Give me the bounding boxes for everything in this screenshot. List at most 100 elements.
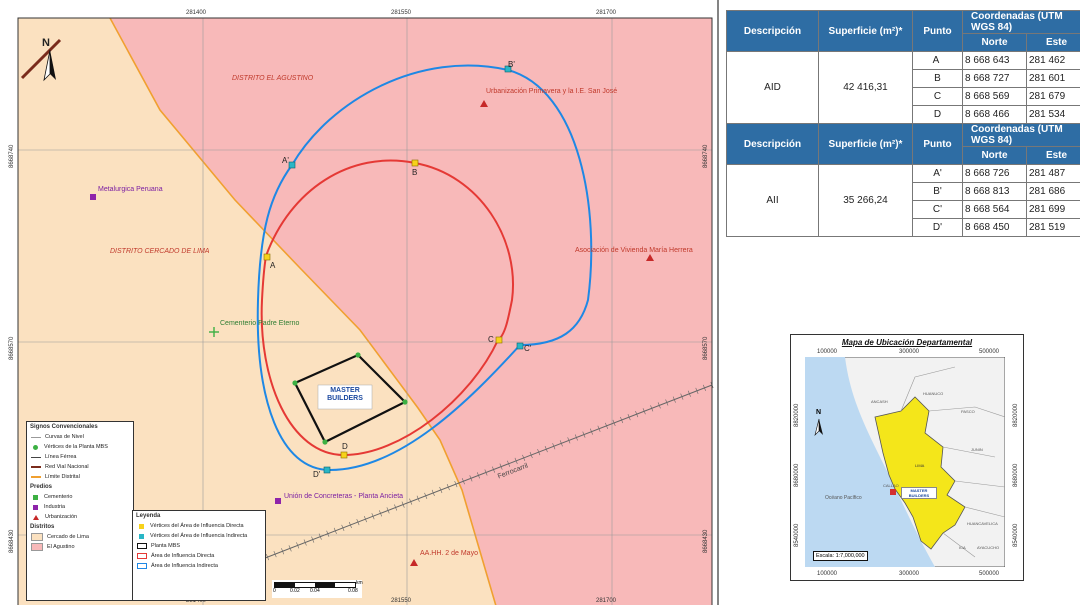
x-tick-1-bottom: 281400 (186, 598, 207, 604)
railway-tie (582, 431, 586, 438)
district-limit-line (109, 17, 497, 605)
district-limit-icon (31, 476, 41, 478)
aii-area: 35 266,24 (818, 164, 913, 237)
loc-region-huanuco: HUANUCO (923, 391, 944, 396)
predios-title: Predios (30, 484, 53, 490)
aid-header-este: Este (1025, 33, 1080, 52)
leyenda-item-3: Área de Influencia Directa (133, 551, 265, 561)
aii-header-descripcion: Descripción (726, 123, 819, 165)
location-map-canvas (805, 357, 1005, 567)
signos-item-3: Red Vial Nacional (27, 462, 133, 472)
table-row: C 8 668 569 281 679 (727, 87, 1080, 106)
aii-header-superficie: Superficie (m²)* (818, 123, 913, 165)
railway-tie (514, 457, 518, 464)
coordinates-tables: Descripción Superficie (m²)* Punto Coord… (726, 10, 1080, 237)
aii-punto-2: C' (912, 200, 963, 219)
point-label-c-prime: C' (524, 344, 532, 353)
el-agustino-area (110, 18, 712, 605)
loc-region-ancash: ANCASH (871, 399, 888, 404)
railway-tie (281, 548, 285, 555)
north-arrow-icon (43, 49, 56, 82)
loc-region-ica: ICA (959, 545, 966, 550)
aii-swatch (137, 563, 147, 569)
region-borders (900, 366, 1005, 558)
loc-north-label: N (816, 409, 822, 416)
location-map-title: Mapa de Ubicación Departamental (841, 338, 973, 347)
railway-tie (476, 472, 480, 479)
signos-title: Signos Convencionales (30, 424, 98, 430)
aii-punto-3: D' (912, 218, 963, 237)
railway-tie (318, 533, 322, 540)
railway-tie (296, 542, 300, 549)
railway-tie (567, 437, 571, 444)
aii-header-punto: Punto (912, 123, 963, 165)
y-tick-3: 8668430 (9, 529, 15, 553)
railway-tie (620, 416, 624, 424)
point-label-d: D (342, 442, 348, 451)
scale-unit: km (356, 580, 363, 586)
railway-tie (356, 518, 360, 526)
loc-region-huancavelica: HUANCAVELICA (967, 521, 998, 526)
y-tick-1-right: 8668740 (703, 144, 709, 168)
aid-header-coordenadas: Coordenadas (UTM WGS 84) (961, 10, 1080, 34)
cemetery-icon (33, 494, 38, 500)
cemetery-marker (209, 327, 219, 337)
railway-tie (461, 478, 465, 485)
label-metalurgica: Metalurgica Peruana (98, 186, 163, 193)
x-tick-3-bottom: 281700 (596, 598, 617, 604)
distritos-title: Distritos (30, 524, 55, 530)
callao-marker (890, 489, 896, 495)
loc-region-lima: LIMA (915, 463, 925, 468)
aid-header-descripcion: Descripción (726, 10, 819, 52)
aid-area: 42 416,31 (818, 51, 913, 124)
aid-vertex-swatch (139, 523, 144, 529)
aii-norte-2: 8 668 564 (962, 200, 1027, 219)
predios-item-2: Urbanización (27, 512, 133, 522)
loc-x-tick-2: 300000 (899, 349, 920, 355)
industry-icon (33, 504, 38, 510)
aid-header-punto: Punto (912, 10, 963, 52)
aid-table: Descripción Superficie (m²)* Punto Coord… (726, 10, 1080, 237)
predios-item-1: Industria (27, 502, 133, 512)
railway-tie (333, 527, 337, 534)
y-tick-3-right: 8668430 (703, 529, 709, 553)
table-row: D 8 668 466 281 534 (727, 105, 1080, 124)
distritos-item-1: El Agustino (27, 542, 133, 552)
point-label-a-prime: A' (282, 156, 289, 165)
railway-tie (348, 521, 352, 529)
railway-tie (424, 492, 428, 499)
aii-punto-1: B' (912, 182, 963, 201)
aid-este-0: 281 462 (1025, 51, 1080, 70)
railway-tie (454, 481, 458, 488)
loc-x-tick-3-bottom: 500000 (979, 571, 1000, 577)
label-cementerio: Cementerio Padre Eterno (220, 320, 300, 327)
railway-tie (687, 390, 691, 397)
aid-norte-1: 8 668 727 (962, 69, 1027, 88)
point-label-a: A (270, 261, 276, 270)
railway-tie (341, 524, 345, 532)
aid-punto-1: B (912, 69, 963, 88)
table-row: AII 35 266,24 A' 8 668 726 281 487 (726, 164, 1080, 237)
loc-region-ayacucho: AYACUCHO (977, 545, 1000, 550)
aid-swatch (137, 553, 147, 559)
lima-department (874, 396, 966, 550)
aii-punto-0: A' (912, 164, 963, 183)
lima-swatch (31, 533, 43, 541)
plant-vertices (292, 352, 408, 445)
aii-vertices (288, 65, 524, 474)
label-union-concreteras: Unión de Concreteras - Planta Ancieta (284, 493, 404, 500)
loc-x-tick-2-bottom: 300000 (899, 571, 920, 577)
railway-tie (431, 489, 435, 497)
railway-tie (605, 422, 609, 429)
x-tick-2-bottom: 281550 (391, 598, 412, 604)
point-label-b-prime: B' (508, 60, 515, 69)
railway-tie (273, 551, 277, 558)
loc-region-callao: CALLAO (883, 483, 899, 488)
signos-item-0: Curvas de Nivel (27, 432, 133, 442)
railway-tie (288, 545, 292, 552)
contour-line-icon (31, 436, 41, 438)
loc-logo: MASTER BUILDERS (901, 487, 937, 499)
aii-vertex-swatch (139, 533, 144, 539)
scale-bar-graphic (274, 582, 356, 588)
urbanization-markers (410, 100, 654, 566)
